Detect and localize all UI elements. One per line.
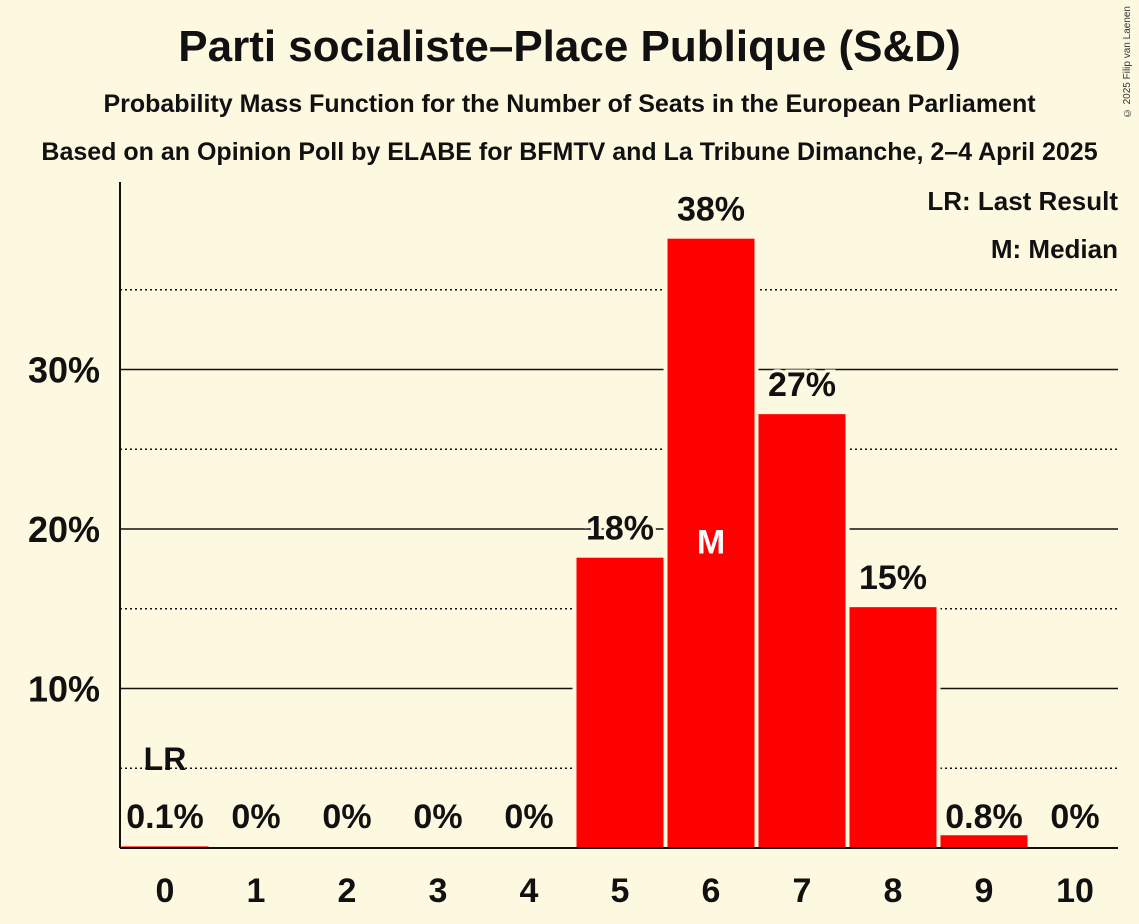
bar-value-label: 0.8% [945, 798, 1023, 836]
bar [940, 835, 1028, 848]
x-tick-label: 4 [520, 872, 539, 910]
bar-value-label: 15% [859, 559, 927, 597]
x-tick-label: 5 [611, 872, 630, 910]
bar [576, 557, 664, 848]
bar-value-label: 38% [677, 191, 745, 229]
x-tick-label: 10 [1056, 872, 1094, 910]
bar [849, 607, 937, 848]
median-marker: M [697, 524, 725, 562]
legend-entry: LR: Last Result [927, 186, 1118, 216]
last-result-marker: LR [144, 741, 187, 777]
y-tick-label: 10% [28, 669, 100, 710]
bar-value-label: 0% [1050, 798, 1099, 836]
chart-subtitle-source: Based on an Opinion Poll by ELABE for BF… [41, 138, 1098, 166]
x-tick-label: 9 [975, 872, 994, 910]
x-tick-label: 0 [156, 872, 175, 910]
x-tick-label: 8 [884, 872, 903, 910]
bar [758, 414, 846, 848]
chart-title: Parti socialiste–Place Publique (S&D) [178, 22, 961, 71]
x-tick-label: 7 [793, 872, 812, 910]
bar-value-label: 0% [504, 798, 553, 836]
bar-value-label: 18% [586, 510, 654, 548]
legend-entry: M: Median [991, 234, 1118, 264]
x-tick-label: 1 [247, 872, 266, 910]
y-tick-label: 20% [28, 509, 100, 550]
bar-value-label: 0% [413, 798, 462, 836]
x-tick-label: 2 [338, 872, 357, 910]
bar-value-label: 27% [768, 366, 836, 404]
bar-value-label: 0% [231, 798, 280, 836]
bar [667, 238, 755, 848]
bar-value-label: 0.1% [126, 798, 204, 836]
y-tick-label: 30% [28, 350, 100, 391]
chart-subtitle: Probability Mass Function for the Number… [103, 90, 1036, 118]
bar-value-label: 0% [322, 798, 371, 836]
x-tick-label: 3 [429, 872, 448, 910]
x-tick-label: 6 [702, 872, 721, 910]
